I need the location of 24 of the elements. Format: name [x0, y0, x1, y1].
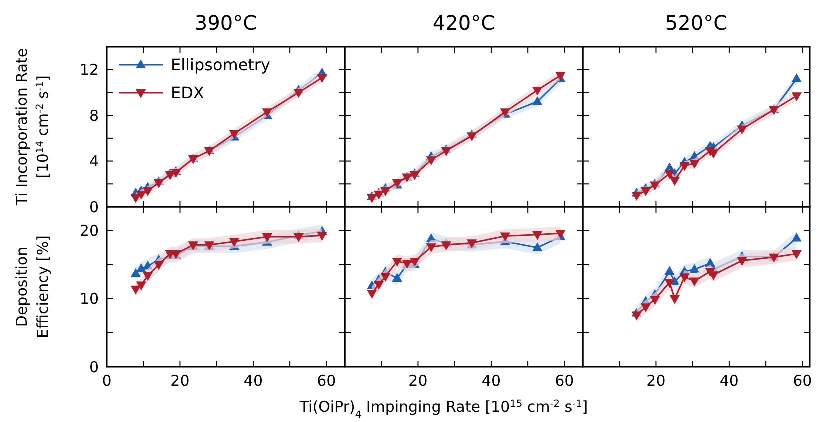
x-tick-label: 60 — [793, 372, 812, 390]
x-tick-label: 40 — [720, 372, 739, 390]
x-tick-label: 60 — [317, 372, 336, 390]
x-tick-label: 40 — [244, 372, 264, 390]
chart-title: 520°C — [665, 11, 728, 35]
x-tick-label: 20 — [646, 372, 666, 390]
x-tick-label: 20 — [170, 372, 190, 390]
legend-label: EDX — [171, 84, 204, 103]
chart-title: 390°C — [194, 11, 258, 35]
y-tick-label: 12 — [80, 61, 99, 80]
y-axis-title: Deposition Efficiency [%] — [13, 236, 52, 338]
x-tick-label: 60 — [555, 372, 574, 390]
y-tick-label: 0 — [89, 358, 99, 376]
x-tick-label: 0 — [102, 372, 112, 390]
y-tick-label: 8 — [89, 106, 99, 125]
y-tick-label: 10 — [80, 290, 99, 308]
chart-title: 420°C — [432, 11, 496, 35]
y-tick-label: 20 — [80, 222, 99, 240]
legend-label: Ellipsometry — [171, 56, 270, 75]
y-tick-label: 0 — [89, 198, 99, 216]
x-tick-label: 20 — [408, 372, 428, 390]
text: Ti(OiPr)$_{4}$ Impinging Rate [10$^{15}$ cm$^{-2}$ s$^{-1}$] — [300, 398, 588, 420]
y-tick-label: 4 — [89, 152, 99, 171]
x-tick-label: 40 — [482, 372, 502, 390]
